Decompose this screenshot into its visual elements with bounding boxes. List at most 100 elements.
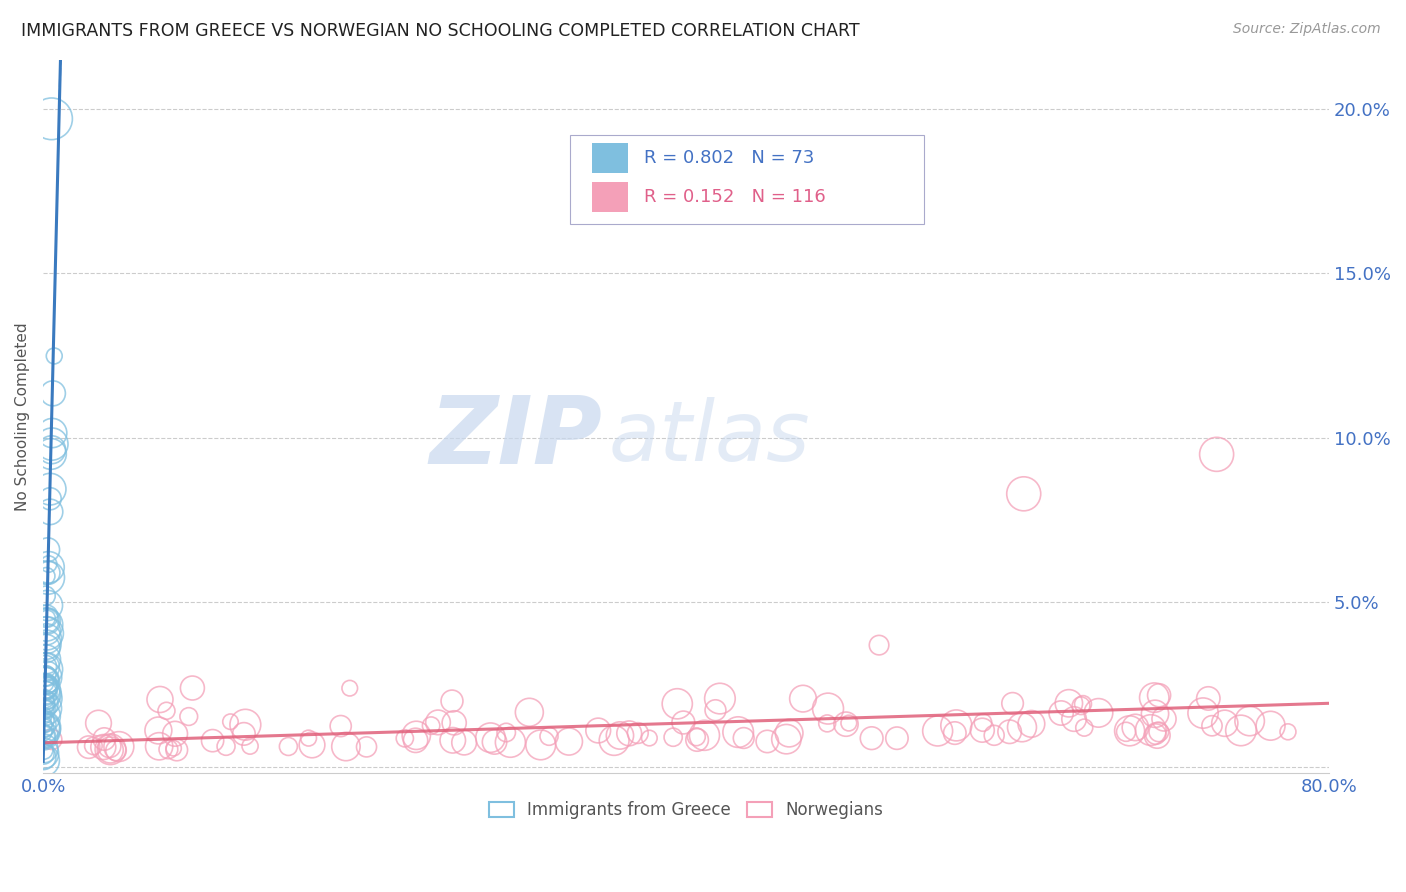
Point [42, 386, 65, 401]
Point [34, 701, 56, 715]
Point [1057, 696, 1080, 710]
Point [35, 626, 58, 640]
Point [34, 681, 56, 696]
Point [35, 652, 58, 666]
Point [1192, 706, 1215, 720]
Point [34, 697, 56, 711]
Point [82, 739, 104, 753]
Point [35, 638, 58, 652]
Point [34, 687, 56, 701]
Text: R = 0.802   N = 73: R = 0.802 N = 73 [644, 149, 814, 167]
Point [495, 725, 517, 739]
Point [32, 717, 55, 731]
Point [1143, 690, 1166, 705]
Point [301, 738, 323, 752]
Point [177, 709, 200, 723]
Point [983, 728, 1005, 742]
Point [34, 679, 56, 693]
Point [38, 557, 60, 571]
Point [32, 743, 55, 757]
Point [157, 742, 180, 756]
Point [1115, 724, 1137, 739]
Point [972, 715, 994, 730]
Point [35, 617, 58, 632]
Point [32, 721, 55, 735]
Point [93, 731, 115, 746]
Point [37, 614, 59, 628]
Point [394, 731, 416, 746]
Point [1063, 712, 1085, 726]
Point [479, 731, 502, 745]
Point [32, 725, 55, 739]
Point [37, 571, 59, 585]
Point [627, 726, 650, 740]
Point [32, 717, 55, 731]
Point [1201, 719, 1223, 733]
Y-axis label: No Schooling Completed: No Schooling Completed [15, 322, 30, 511]
Point [32, 747, 55, 761]
Point [34, 698, 56, 712]
Point [34, 691, 56, 706]
Point [603, 733, 626, 747]
Point [35, 624, 58, 638]
Text: ZIP: ZIP [430, 392, 603, 484]
Point [34, 660, 56, 674]
Point [34, 673, 56, 688]
Point [733, 731, 755, 745]
Point [39, 482, 62, 496]
Point [32, 741, 55, 756]
Point [35, 614, 58, 628]
Legend: Immigrants from Greece, Norwegians: Immigrants from Greece, Norwegians [482, 795, 890, 826]
Point [232, 727, 254, 741]
Point [709, 691, 731, 706]
Point [1021, 716, 1043, 731]
Point [441, 733, 464, 747]
Point [148, 723, 170, 738]
Point [149, 692, 172, 706]
Point [838, 716, 860, 731]
Point [1073, 721, 1095, 735]
Point [1143, 706, 1166, 721]
Point [662, 730, 685, 744]
Point [1144, 727, 1167, 741]
Point [155, 704, 177, 718]
Point [35, 632, 58, 646]
Point [693, 728, 716, 742]
Point [756, 734, 779, 748]
Point [32, 721, 55, 735]
Point [35, 569, 58, 583]
Point [1001, 697, 1024, 711]
Point [34, 686, 56, 700]
Point [1277, 724, 1299, 739]
Point [34, 682, 56, 697]
Point [484, 735, 506, 749]
Point [32, 702, 55, 716]
FancyBboxPatch shape [592, 143, 628, 173]
Point [1205, 447, 1227, 461]
Point [420, 718, 443, 732]
Point [558, 734, 581, 748]
Point [672, 715, 695, 730]
Point [1230, 723, 1253, 738]
Point [1146, 728, 1168, 742]
Point [443, 715, 465, 730]
Point [609, 729, 631, 743]
Point [34, 659, 56, 673]
Point [34, 709, 56, 723]
Point [239, 739, 262, 753]
Point [235, 717, 257, 731]
Point [34, 680, 56, 694]
Point [860, 731, 883, 746]
Point [41, 442, 63, 457]
Point [453, 735, 475, 749]
Point [34, 696, 56, 710]
Point [1118, 723, 1140, 738]
Point [792, 691, 814, 706]
Point [35, 662, 58, 676]
Point [945, 718, 967, 732]
Point [517, 706, 540, 720]
FancyBboxPatch shape [592, 182, 628, 211]
Point [34, 701, 56, 715]
Text: atlas: atlas [609, 398, 811, 478]
Point [586, 723, 609, 738]
